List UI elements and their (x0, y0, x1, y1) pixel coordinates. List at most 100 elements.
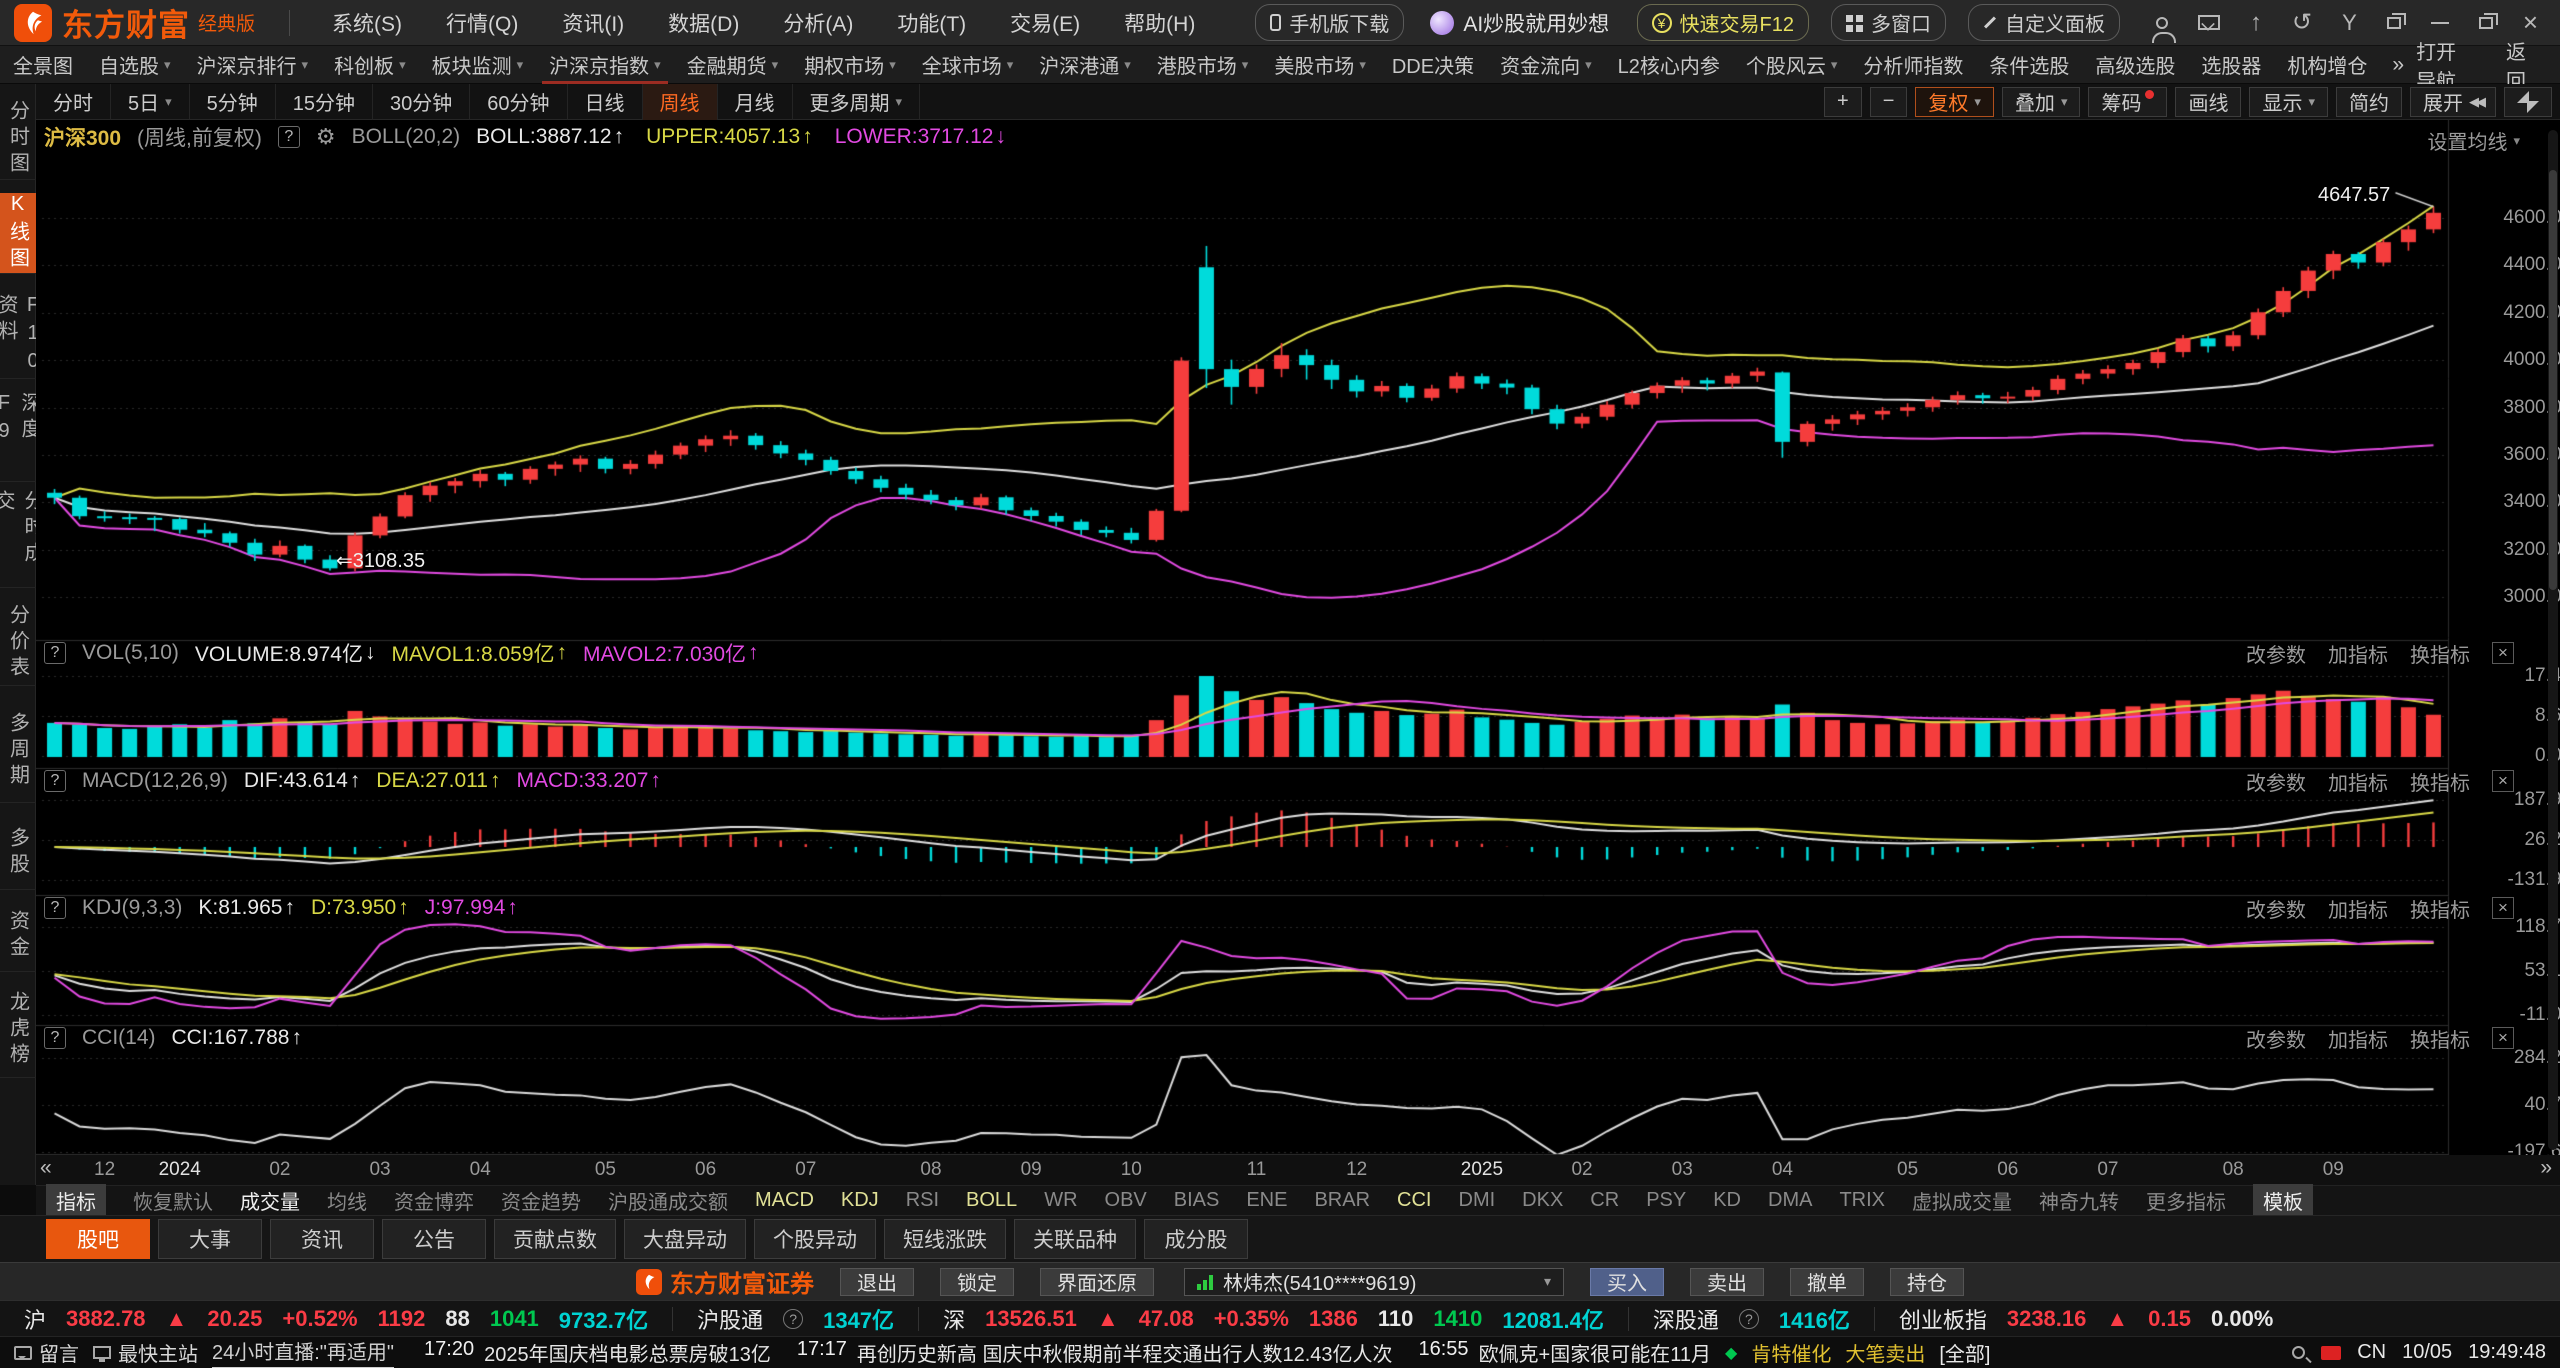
account-selector[interactable]: 林炜杰(5410****9619) ▾ (1184, 1267, 1564, 1296)
nav-tab-期权市场[interactable]: 期权市场 ▾ (791, 44, 909, 85)
simple-mode-button[interactable]: 简约 (2336, 86, 2402, 117)
news-item[interactable]: 17:20 2025年国庆档电影总票房破13亿 (424, 1338, 771, 1367)
undo-icon[interactable]: ↺ (2292, 9, 2313, 36)
message-link[interactable]: 留言 (14, 1338, 79, 1367)
nav-tab-L2核心内参[interactable]: L2核心内参 (1605, 44, 1733, 85)
edit-params-link[interactable]: 改参数 (2246, 644, 2306, 667)
quick-trade-button[interactable]: ¥ 快速交易F12 (1636, 4, 1810, 41)
upload-icon[interactable]: ↑ (2250, 8, 2263, 36)
lock-button[interactable]: 锁定 (940, 1267, 1014, 1296)
nav-tab-DDE决策[interactable]: DDE决策 (1379, 44, 1487, 85)
indicator-tab-BRAR[interactable]: BRAR (1314, 1189, 1371, 1211)
help-icon[interactable] (44, 770, 66, 792)
logout-button[interactable]: 退出 (840, 1267, 914, 1296)
sidebar-item-分时成交[interactable]: 分时成交 (0, 490, 43, 588)
swap-indicator-link[interactable]: 换指标 (2410, 772, 2470, 795)
edit-params-link[interactable]: 改参数 (2246, 1029, 2306, 1052)
period-tab-日线[interactable]: 日线 (568, 83, 643, 120)
nav-tab-沪深港通[interactable]: 沪深港通 ▾ (1026, 44, 1144, 85)
indicator-tab-KDJ[interactable]: KDJ (840, 1189, 879, 1211)
nav-tab-条件选股[interactable]: 条件选股 (1976, 44, 2082, 85)
nav-tab-高级选股[interactable]: 高级选股 (2082, 44, 2188, 85)
chips-button[interactable]: 筹码 (2088, 86, 2168, 117)
mail-icon[interactable] (2198, 15, 2221, 30)
indicator-tab-BOLL[interactable]: BOLL (966, 1189, 1018, 1211)
menu-item-6[interactable]: 交易(E) (1010, 12, 1081, 36)
live-24h-link[interactable]: 24小时直播:"再适用" (212, 1336, 395, 1368)
main-site-link[interactable]: 最快主站 (93, 1338, 198, 1367)
close-pane-icon[interactable] (2492, 642, 2514, 664)
gear-icon[interactable] (316, 124, 336, 150)
bottom-tab-贡献点数[interactable]: 贡献点数 (494, 1219, 616, 1259)
stock-alert-name[interactable]: 肯特催化 (1751, 1344, 1832, 1366)
index-quote-沪[interactable]: 沪 3882.78 ▲ 20.25 +0.52% 1192 88 1041 9732.7亿 (0, 1306, 672, 1333)
nav-tab-沪深京排行[interactable]: 沪深京排行 ▾ (184, 44, 322, 85)
zoom-out-button[interactable]: − (1869, 86, 1908, 117)
indicator-tab-TRIX[interactable]: TRIX (1839, 1189, 1886, 1211)
news-item[interactable]: 17:17 再创历史新高 国庆中秋假期前半程交通出行人数12.43亿人次 (797, 1338, 1393, 1367)
add-indicator-link[interactable]: 加指标 (2328, 1029, 2388, 1052)
menu-item-5[interactable]: 功能(T) (897, 12, 967, 36)
bottom-tab-资讯[interactable]: 资讯 (270, 1219, 374, 1259)
period-tab-5日[interactable]: 5日 ▾ (111, 83, 190, 120)
nav-tab-选股器[interactable]: 选股器 (2188, 44, 2274, 85)
nav-tab-资金流向[interactable]: 资金流向 ▾ (1487, 44, 1605, 85)
index-quote-创业板指[interactable]: 创业板指 3238.16 ▲ 0.15 0.00% (1873, 1306, 2298, 1333)
overlay-button[interactable]: 叠加 ▾ (2001, 86, 2081, 117)
index-quote-深[interactable]: 深 13526.51 ▲ 47.08 +0.35% 1386 110 1410 12081.4亿 (918, 1306, 1628, 1333)
period-tab-分时[interactable]: 分时 (36, 83, 111, 120)
indicator-box-label[interactable]: 指标 (46, 1184, 106, 1217)
cancel-order-button[interactable]: 撤单 (1790, 1267, 1864, 1296)
bottom-tab-大事[interactable]: 大事 (158, 1219, 262, 1259)
nav-tab-个股风云[interactable]: 个股风云 ▾ (1733, 44, 1851, 85)
menu-item-7[interactable]: 帮助(H) (1124, 12, 1196, 36)
user-icon[interactable] (2152, 16, 2177, 43)
sidebar-item-分时图[interactable]: 分时图 (0, 98, 36, 180)
all-filter-button[interactable]: [全部] (1939, 1344, 1991, 1366)
sell-button[interactable]: 卖出 (1690, 1267, 1764, 1296)
close-icon[interactable]: × (2522, 7, 2538, 37)
template-button[interactable]: 模板 (2253, 1184, 2314, 1217)
indicator-tab-DMI[interactable]: DMI (1458, 1189, 1496, 1211)
sidebar-item-多股[interactable]: 多股 (0, 816, 36, 890)
nav-tab-美股市场[interactable]: 美股市场 ▾ (1261, 44, 1379, 85)
sidebar-item-深度F9[interactable]: 深度F9 (0, 392, 40, 482)
nav-tab-金融期货[interactable]: 金融期货 ▾ (674, 44, 792, 85)
close-pane-icon[interactable] (2492, 1027, 2514, 1049)
nav-more-button[interactable]: » (2392, 52, 2405, 76)
swap-indicator-link[interactable]: 换指标 (2410, 899, 2470, 922)
expand-button[interactable]: 展开 ◀◀ (2410, 86, 2496, 117)
indicator-tab-DKX[interactable]: DKX (1522, 1189, 1564, 1211)
indicator-tab-OBV[interactable]: OBV (1104, 1189, 1147, 1211)
indicator-tab-BIAS[interactable]: BIAS (1173, 1189, 1220, 1211)
add-indicator-link[interactable]: 加指标 (2328, 644, 2388, 667)
menu-item-2[interactable]: 资讯(I) (562, 12, 625, 36)
indicator-tab-恢复默认[interactable]: 恢复默认 (133, 1192, 213, 1214)
close-pane-icon[interactable] (2492, 897, 2514, 919)
index-quote-沪股通[interactable]: 沪股通 1347亿 (672, 1306, 918, 1333)
indicator-tab-PSY[interactable]: PSY (1646, 1189, 1687, 1211)
bottom-tab-成分股[interactable]: 成分股 (1144, 1219, 1248, 1259)
swap-indicator-link[interactable]: 换指标 (2410, 1029, 2470, 1052)
period-tab-更多周期[interactable]: 更多周期 ▾ (793, 83, 921, 120)
display-button[interactable]: 显示 ▾ (2249, 86, 2328, 117)
question-icon[interactable] (783, 1308, 804, 1329)
add-indicator-link[interactable]: 加指标 (2328, 772, 2388, 795)
indicator-tab-RSI[interactable]: RSI (905, 1189, 940, 1211)
menu-item-3[interactable]: 数据(D) (668, 12, 740, 36)
multi-window-button[interactable]: 多窗口 (1831, 4, 1947, 41)
nav-tab-科创板[interactable]: 科创板 ▾ (321, 44, 419, 85)
bottom-tab-关联品种[interactable]: 关联品种 (1014, 1219, 1136, 1259)
nav-tab-沪深京指数[interactable]: 沪深京指数 ▾ (536, 44, 674, 85)
index-quote-深股通[interactable]: 深股通 1416亿 (1627, 1306, 1874, 1333)
sidebar-item-K线图[interactable]: K线图 (0, 193, 36, 274)
indicator-tab-MACD[interactable]: MACD (755, 1189, 814, 1211)
vertical-scrollbar[interactable] (2548, 130, 2558, 1150)
period-tab-5分钟[interactable]: 5分钟 (190, 83, 276, 120)
bottom-tab-短线涨跌[interactable]: 短线涨跌 (884, 1219, 1006, 1259)
bottom-tab-大盘异动[interactable]: 大盘异动 (624, 1219, 746, 1259)
nav-tab-全景图[interactable]: 全景图 (0, 44, 86, 85)
sidebar-item-F10资料[interactable]: F10资料 (0, 294, 44, 379)
close-pane-icon[interactable] (2492, 770, 2514, 792)
bottom-tab-股吧[interactable]: 股吧 (46, 1219, 150, 1259)
